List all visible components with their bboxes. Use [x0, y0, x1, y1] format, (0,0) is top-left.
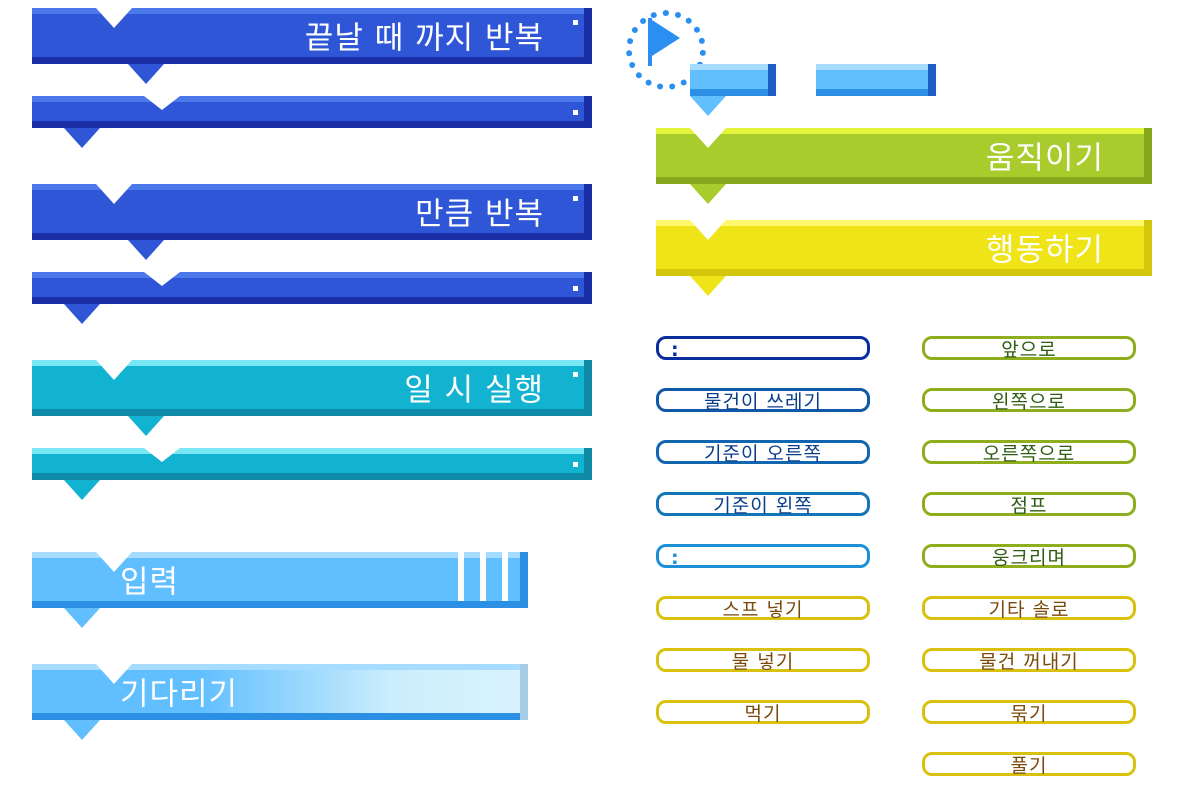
repeat-times-end [32, 272, 592, 304]
command-pill-button[interactable]: : [656, 544, 870, 569]
repeat-until-end [32, 96, 592, 128]
pill-label: 오른쪽으로 [982, 442, 1076, 465]
command-pill-button[interactable]: 풀기 [922, 752, 1136, 777]
command-pill-button[interactable]: 기준이 오른쪽 [656, 440, 870, 465]
block-connector [690, 276, 726, 296]
command-pill-button[interactable]: 묶기 [922, 700, 1136, 725]
command-pill-button[interactable]: 기타 솔로 [922, 596, 1136, 621]
pill-label: 기준이 왼쪽 [713, 494, 813, 517]
action-category-label: 행동하기 [985, 232, 1104, 269]
block-connector [64, 480, 100, 500]
action-category-block[interactable]: 행동하기 [656, 220, 1152, 276]
command-pill-button[interactable]: 기준이 왼쪽 [656, 492, 870, 517]
pill-label: 물건이 쓰레기 [704, 390, 822, 413]
command-pill-button[interactable]: 앞으로 [922, 336, 1136, 361]
command-pill-button[interactable]: 먹기 [656, 700, 870, 725]
pill-label: 먹기 [744, 702, 782, 725]
command-pill-button[interactable]: 스프 넣기 [656, 596, 870, 621]
block-connector [64, 720, 100, 740]
pill-label: 기준이 오른쪽 [704, 442, 822, 465]
command-pill-button[interactable]: 왼쪽으로 [922, 388, 1136, 413]
pill-label: 물 넣기 [731, 650, 795, 673]
pill-prefix: : [671, 547, 680, 569]
command-pill-button[interactable]: 웅크리며 [922, 544, 1136, 569]
input-label: 입력 [120, 564, 180, 601]
pill-label: 풀기 [1010, 754, 1048, 777]
block-connector [64, 128, 100, 148]
block-connector [128, 240, 164, 260]
pill-label: 앞으로 [1001, 338, 1057, 361]
start-flag-icon [652, 20, 680, 56]
repeat-until-block[interactable]: 끝날 때 까지 반복 [32, 8, 592, 64]
block-connector [690, 184, 726, 204]
block-connector [128, 64, 164, 84]
flag-pole [648, 18, 652, 66]
pause-end [32, 448, 592, 480]
wait-block[interactable]: 기다리기 [32, 664, 528, 720]
pill-label: 왼쪽으로 [992, 390, 1066, 413]
command-pill-button[interactable]: 점프 [922, 492, 1136, 517]
command-pill-button[interactable]: 물건이 쓰레기 [656, 388, 870, 413]
pill-label: 기타 솔로 [988, 598, 1070, 621]
command-pill-button[interactable]: 물건 꺼내기 [922, 648, 1136, 673]
command-pill-button[interactable]: 물 넣기 [656, 648, 870, 673]
repeat-times-label: 만큼 반복 [415, 196, 544, 233]
pill-label: 물건 꺼내기 [979, 650, 1079, 673]
command-pill-button[interactable]: 오른쪽으로 [922, 440, 1136, 465]
block-connector [64, 608, 100, 628]
pause-block[interactable]: 일 시 실행 [32, 360, 592, 416]
wait-label: 기다리기 [120, 676, 239, 713]
pill-label: 점프 [1010, 494, 1048, 517]
repeat-times-block[interactable]: 만큼 반복 [32, 184, 592, 240]
pause-label: 일 시 실행 [404, 372, 544, 409]
block-connector [690, 96, 726, 116]
move-category-block[interactable]: 움직이기 [656, 128, 1152, 184]
start-connector-bar-2 [816, 64, 936, 96]
block-connector [128, 416, 164, 436]
pill-label: 웅크리며 [992, 546, 1066, 569]
block-connector [64, 304, 100, 324]
pill-label: 묶기 [1010, 702, 1048, 725]
pill-label: 스프 넣기 [722, 598, 804, 621]
pill-prefix: : [671, 339, 680, 361]
start-connector-bar [690, 64, 776, 96]
input-block[interactable]: 입력 [32, 552, 528, 608]
repeat-until-label: 끝날 때 까지 반복 [304, 20, 544, 57]
move-category-label: 움직이기 [985, 140, 1104, 177]
command-pill-button[interactable]: : [656, 336, 870, 361]
